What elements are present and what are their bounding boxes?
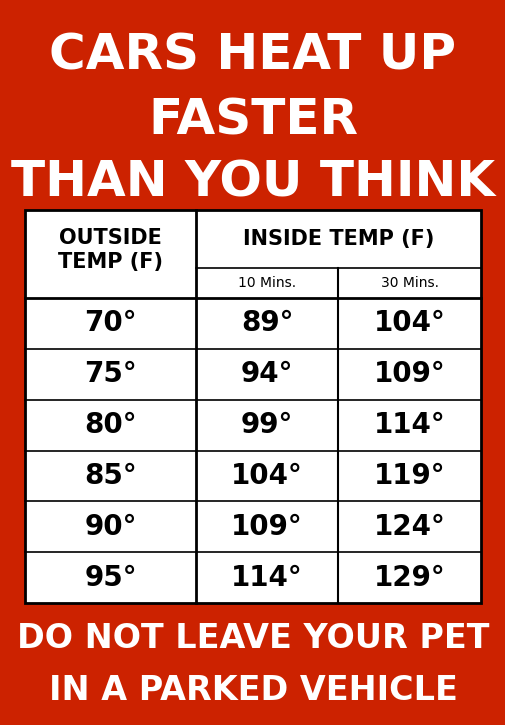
Text: 89°: 89° bbox=[240, 310, 293, 337]
Text: FASTER: FASTER bbox=[147, 96, 358, 144]
Text: CARS HEAT UP: CARS HEAT UP bbox=[49, 31, 456, 79]
Text: 129°: 129° bbox=[373, 563, 445, 592]
Text: 75°: 75° bbox=[84, 360, 137, 389]
Text: 85°: 85° bbox=[84, 462, 137, 490]
Text: 109°: 109° bbox=[373, 360, 445, 389]
Text: 70°: 70° bbox=[84, 310, 136, 337]
Text: 10 Mins.: 10 Mins. bbox=[238, 276, 296, 290]
Text: THAN YOU THINK: THAN YOU THINK bbox=[11, 158, 494, 206]
Bar bbox=[25, 210, 480, 603]
Text: 119°: 119° bbox=[373, 462, 445, 490]
Text: 80°: 80° bbox=[84, 411, 136, 439]
Text: 104°: 104° bbox=[231, 462, 302, 490]
Text: DO NOT LEAVE YOUR PET: DO NOT LEAVE YOUR PET bbox=[17, 621, 488, 655]
Text: 114°: 114° bbox=[373, 411, 445, 439]
Text: 90°: 90° bbox=[84, 513, 136, 541]
Text: 30 Mins.: 30 Mins. bbox=[380, 276, 438, 290]
Text: 94°: 94° bbox=[240, 360, 293, 389]
Text: IN A PARKED VEHICLE: IN A PARKED VEHICLE bbox=[48, 674, 457, 706]
Text: 124°: 124° bbox=[373, 513, 445, 541]
Text: 109°: 109° bbox=[231, 513, 302, 541]
Text: OUTSIDE
TEMP (F): OUTSIDE TEMP (F) bbox=[58, 228, 163, 273]
Text: 104°: 104° bbox=[373, 310, 445, 337]
Text: INSIDE TEMP (F): INSIDE TEMP (F) bbox=[242, 229, 433, 249]
Text: 99°: 99° bbox=[240, 411, 293, 439]
Text: 95°: 95° bbox=[84, 563, 136, 592]
Text: 114°: 114° bbox=[231, 563, 302, 592]
